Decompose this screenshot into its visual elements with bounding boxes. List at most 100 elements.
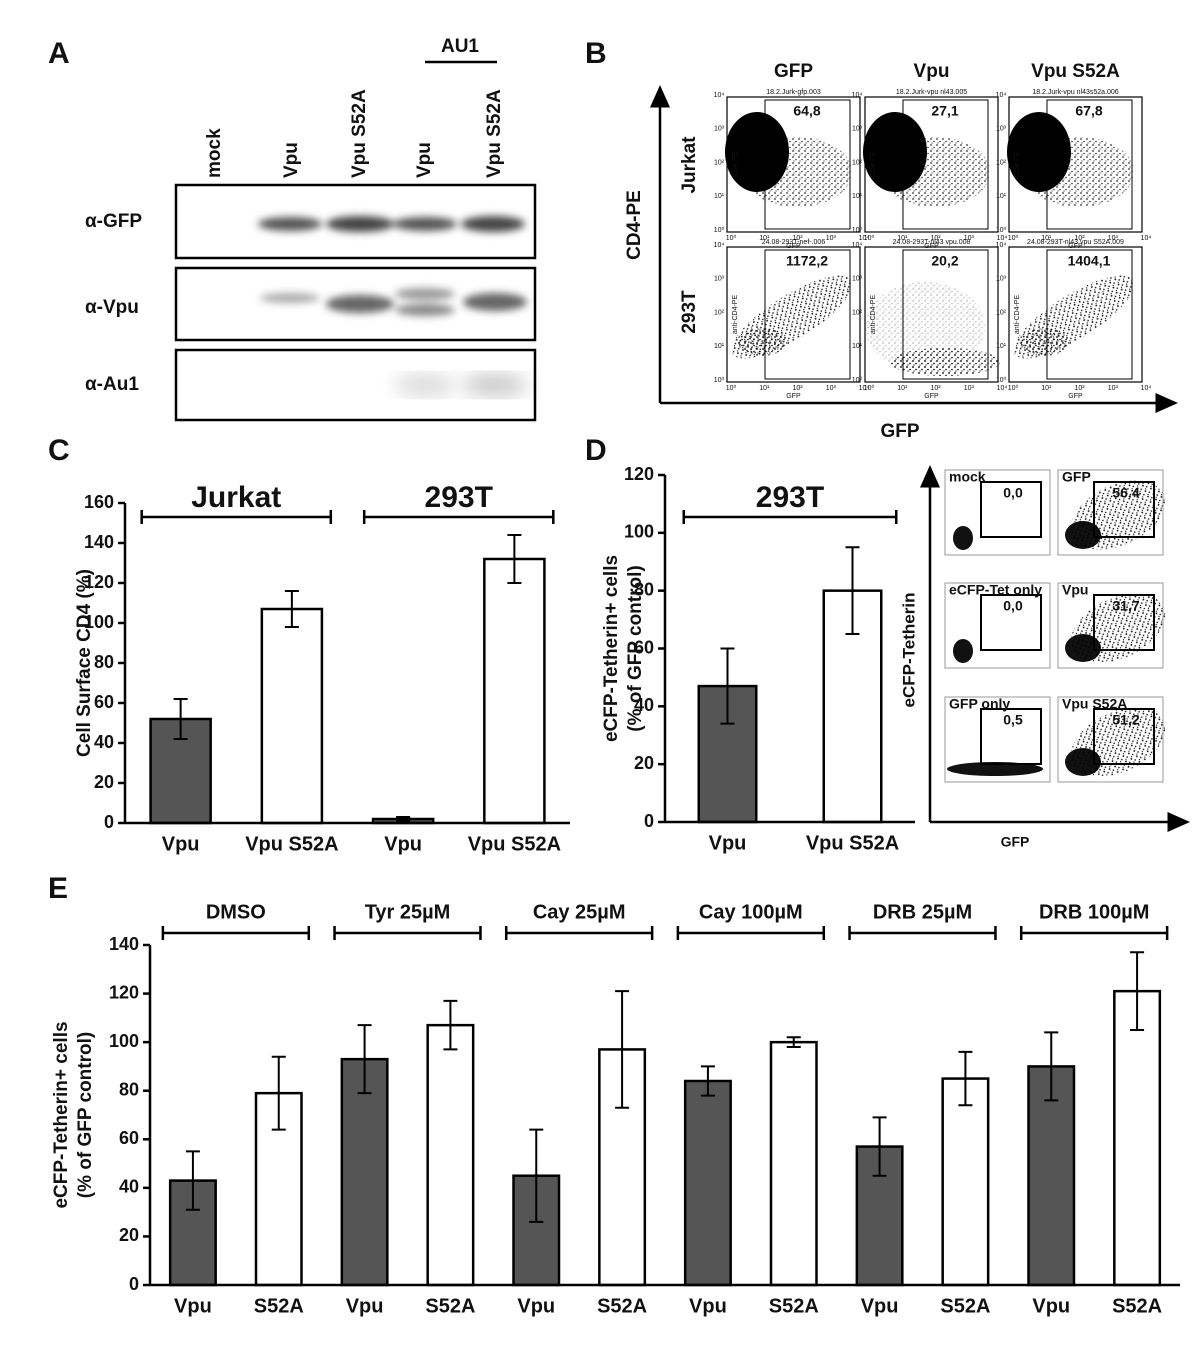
error-bar [357,1024,372,1095]
cell-cloud [880,137,990,207]
decade-label: 10² [714,159,725,166]
cell-cloud [742,137,852,207]
lane-label: Vpu [281,142,302,178]
x-tick-label: Vpu [346,1295,384,1317]
bar [483,557,546,825]
decade-label: 10¹ [1041,385,1052,392]
plot-frame [1057,582,1164,669]
axis-label: eCFP-Tetherin [899,593,918,708]
group-bracket [848,926,997,940]
error-bar [1130,951,1145,1031]
decade-label: 10⁰ [714,376,725,384]
error-bar [396,816,411,822]
y-tick-label: 20 [94,772,114,792]
axis-label: GFP [880,421,919,442]
x-tick-label: S52A [1112,1295,1162,1317]
gate-value: 27,1 [931,103,958,119]
error-bar [786,1036,801,1048]
decade-label: 10³ [714,276,725,283]
column-title: Vpu S52A [1031,61,1120,82]
decade-label: 10² [792,385,803,392]
plot-x-label: GFP [924,243,939,250]
group-bracket [140,510,333,524]
error-bar [872,1116,887,1177]
decade-label: 10¹ [759,385,770,392]
decade-label: 10⁴ [852,242,863,249]
error-bar [529,1128,544,1223]
y-tick-label: 60 [634,637,654,657]
decade-label: 10⁰ [852,226,863,234]
gate [764,249,851,380]
y-tick-label: 20 [634,753,654,773]
plot-y-label: anti-CD4-PE [870,295,877,335]
x-tick-label: Vpu S52A [806,832,899,854]
lane-label: Vpu [414,142,435,178]
gate-value: 0,5 [1003,712,1023,728]
x-tick-label: S52A [425,1295,475,1317]
decade-label: 10³ [996,126,1007,133]
decade-label: 10² [930,385,941,392]
y-tick-label: 160 [84,492,114,512]
y-tick-label: 20 [119,1225,139,1245]
plot-frame [944,582,1051,669]
error-bar [173,698,188,740]
plot-frame [944,696,1051,783]
group-bracket [504,926,654,940]
lane-label: Vpu S52A [484,89,505,178]
decade-label: 10⁴ [1141,385,1152,392]
decade-label: 10⁴ [859,385,870,392]
decade-label: 10⁰ [864,384,875,392]
decade-label: 10⁴ [859,235,870,242]
gate-value: 51,2 [1112,712,1139,728]
axis-label: GFP [1001,834,1030,850]
cell-cloud [1024,137,1134,207]
decade-label: 10² [996,159,1007,166]
decade-label: 10⁰ [714,226,725,234]
decade-label: 10¹ [996,343,1007,350]
y-tick-label: 40 [634,695,654,715]
cell-cloud [1019,328,1069,356]
x-tick-label: Vpu S52A [468,833,561,855]
group-label: DMSO [206,901,266,923]
sample-name: GFP [1062,469,1091,485]
group-bracket [362,510,555,524]
plot-frame [1057,469,1164,556]
error-bar [284,590,299,628]
decade-label: 10¹ [759,235,770,242]
decade-label: 10³ [1108,385,1119,392]
column-title: Vpu [914,61,950,82]
lane-label: mock [204,128,225,178]
decade-label: 10³ [964,385,975,392]
gate-value: 0,0 [1003,598,1023,614]
plot-x-label: GFP [1068,393,1083,400]
panel-label: D [585,434,607,467]
plot-y-label: CD4-PE [870,151,877,177]
y-tick-label: 0 [644,811,654,831]
plot-y-label: anti-CD4-PE [1014,295,1021,335]
plot-x-label: GFP [924,393,939,400]
decade-label: 10⁰ [1008,384,1019,392]
row-label: Jurkat [679,136,700,194]
panel-label: C [48,434,70,467]
decade-label: 10¹ [852,193,863,200]
error-bar [271,1055,286,1131]
gate [1046,249,1133,380]
x-tick-label: S52A [769,1295,819,1317]
group-label: 293T [425,481,493,514]
decade-label: 10² [852,309,863,316]
decade-label: 10⁴ [714,242,725,249]
bar [260,607,324,825]
decade-label: 10⁴ [852,92,863,99]
x-tick-label: Vpu S52A [245,833,338,855]
plot-frame [944,469,1051,556]
gate-value: 1172,2 [786,253,828,269]
sample-name: Vpu [1062,582,1088,598]
decade-label: 10⁰ [1008,234,1019,242]
decade-label: 10³ [714,126,725,133]
y-tick-label: 140 [84,532,114,552]
decade-label: 10² [714,309,725,316]
y-tick-label: 80 [94,652,114,672]
sample-file: 18.2.Jurk-vpu nl43s52a.006 [1032,89,1118,96]
gate [980,594,1042,651]
